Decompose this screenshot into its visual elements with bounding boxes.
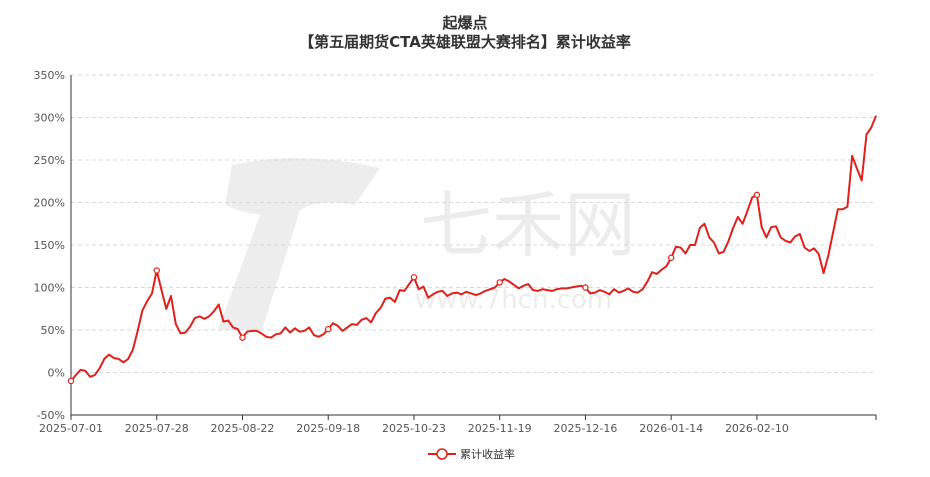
x-tick-label: 2025-07-28 [125, 422, 189, 435]
grid-lines [71, 74, 876, 416]
x-tick-label: 2025-08-22 [211, 422, 275, 435]
x-tick-label: 2025-09-18 [296, 422, 360, 435]
x-tick-label: 2025-10-23 [382, 422, 446, 435]
x-tick-label: 2026-01-14 [639, 422, 703, 435]
y-tick-label: 200% [34, 197, 65, 210]
y-tick-label: -50% [37, 409, 65, 422]
x-axis: 2025-07-01 2025-07-28 2025-08-22 2025-09-18… [39, 414, 877, 435]
watermark-brand: 七禾网 [420, 183, 636, 267]
data-point[interactable] [496, 279, 503, 286]
x-tick-label: 2026-02-10 [725, 422, 789, 435]
chart-title-block: 起爆点 【第五届期货CTA英雄联盟大赛排名】累计收益率 [0, 14, 930, 52]
series-line [70, 115, 877, 382]
watermark-logo-icon [218, 158, 380, 330]
chart-title: 起爆点 [442, 14, 488, 32]
data-point[interactable] [325, 325, 332, 333]
y-axis: -50% 0% 50% 100% 150% 200% 250% 300% 350% [34, 69, 72, 422]
data-point[interactable] [753, 191, 761, 199]
y-tick-label: 300% [34, 112, 65, 125]
data-point[interactable] [67, 377, 75, 385]
watermark-url: www.7hcn.com [415, 285, 612, 315]
y-tick-label: 250% [34, 154, 65, 167]
y-tick-label: 0% [48, 367, 65, 380]
legend[interactable]: 累计收益率 [428, 447, 515, 461]
y-tick-label: 350% [34, 69, 65, 82]
data-point[interactable] [239, 334, 246, 341]
data-point[interactable] [582, 284, 589, 291]
series-cumulative-return [67, 115, 877, 385]
data-point[interactable] [153, 267, 160, 274]
x-tick-label: 2025-07-01 [39, 422, 103, 435]
chart-subtitle: 【第五届期货CTA英雄联盟大赛排名】累计收益率 [299, 33, 631, 51]
legend-label: 累计收益率 [460, 447, 515, 461]
y-tick-label: 100% [34, 282, 65, 295]
legend-marker-icon [436, 448, 448, 460]
y-tick-label: 150% [34, 239, 65, 252]
watermark: 七禾网 www.7hcn.com [218, 158, 636, 330]
x-tick-label: 2025-11-19 [468, 422, 532, 435]
x-tick-label: 2025-12-16 [553, 422, 617, 435]
data-point[interactable] [667, 254, 675, 261]
data-point[interactable] [410, 274, 418, 281]
y-tick-label: 50% [41, 324, 65, 337]
